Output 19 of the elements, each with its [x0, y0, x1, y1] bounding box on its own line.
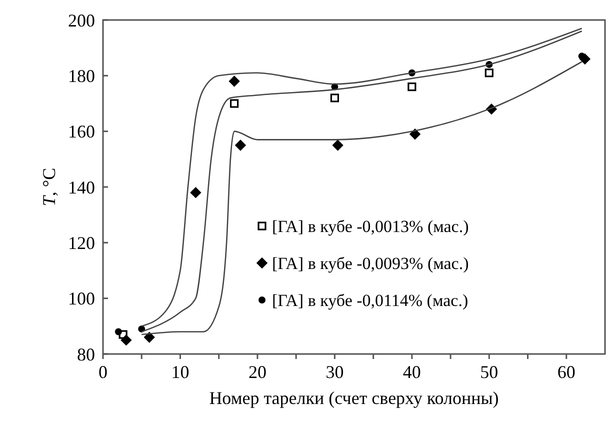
x-tick-label: 40 — [402, 362, 421, 382]
y-tick-label: 200 — [68, 10, 95, 30]
x-tick-label: 50 — [480, 362, 498, 382]
x-tick-label: 20 — [248, 362, 266, 382]
y-axis-title: T, °C — [39, 168, 59, 206]
y-tick-label: 80 — [77, 344, 95, 364]
y-tick-label: 100 — [68, 288, 95, 309]
y-tick-label: 120 — [68, 232, 95, 253]
y-tick-label: 160 — [68, 122, 95, 142]
legend-label: [ГА] в кубе -0,0013% (мас.) — [272, 216, 469, 236]
legend-label: [ГА] в кубе -0,0093% (мас.) — [272, 254, 469, 273]
x-tick-label: 30 — [326, 362, 344, 382]
x-tick-label: 10 — [171, 362, 190, 382]
legend-label: [ГА] в кубе -0,0114% (мас.) — [272, 290, 468, 310]
x-tick-label: 60 — [557, 362, 576, 382]
x-tick-label: 0 — [98, 362, 108, 382]
x-axis-title: Номер тарелки (счет сверху колонны) — [209, 388, 499, 408]
y-tick-label: 140 — [68, 177, 95, 198]
y-tick-label: 180 — [68, 66, 95, 86]
